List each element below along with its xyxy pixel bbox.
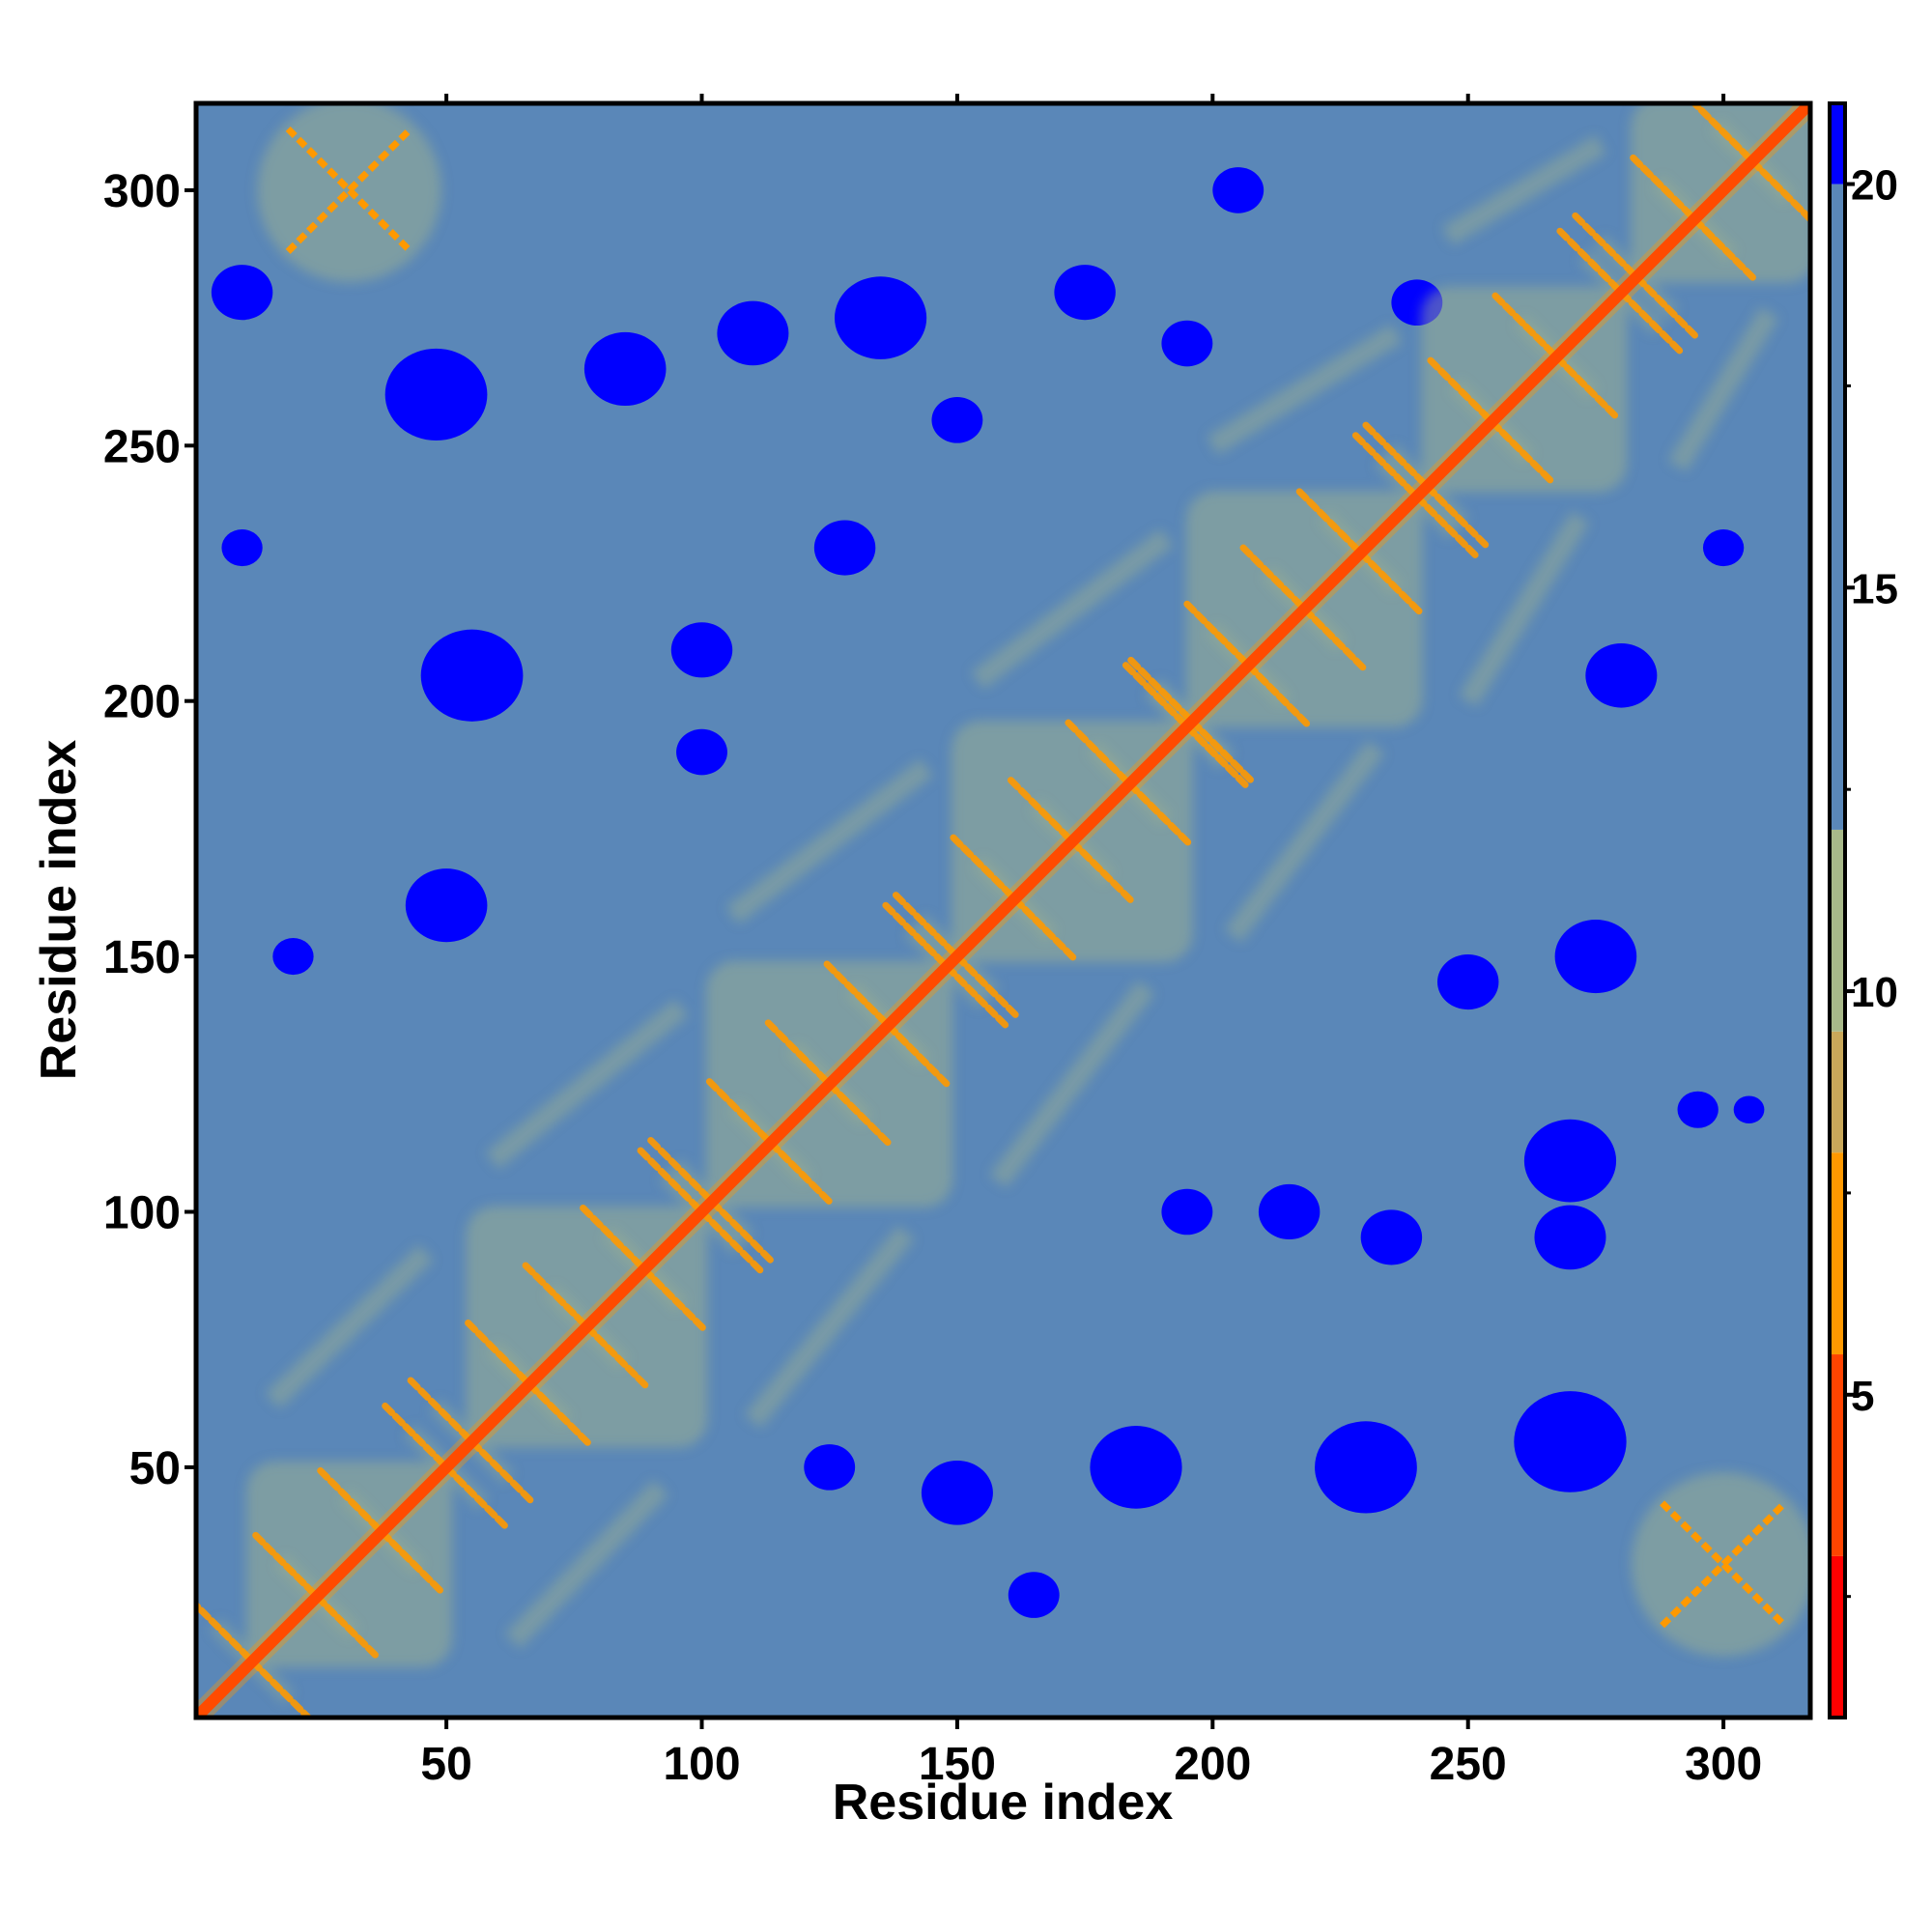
x-tick-label: 300	[1685, 1739, 1762, 1790]
far-region-blob	[1360, 1209, 1423, 1265]
far-region-blob	[1161, 1188, 1213, 1236]
far-region-blob	[1161, 320, 1213, 367]
x-tick-label: 150	[919, 1739, 996, 1790]
inter-helix-band	[744, 1225, 915, 1429]
far-region-blob	[420, 629, 524, 722]
x-tick-label: 100	[663, 1739, 740, 1790]
far-contact-regions	[211, 167, 1765, 1618]
far-region-blob	[1523, 1119, 1617, 1203]
main-diagonal-halo	[196, 103, 1810, 1718]
heatmap-area	[196, 103, 1810, 1718]
far-region-blob	[1534, 1205, 1606, 1270]
far-region-blob	[1008, 1572, 1060, 1618]
corner-contact-halo	[257, 103, 441, 283]
far-region-blob	[813, 520, 876, 576]
colorbar-band	[1830, 829, 1845, 1032]
far-region-blob	[1554, 920, 1637, 994]
inter-helix-band	[725, 758, 933, 924]
far-region-blob	[211, 265, 273, 321]
far-region-blob	[804, 1444, 856, 1491]
far-region-blob	[272, 938, 314, 976]
far-region-blob	[1212, 167, 1264, 213]
far-region-blob	[1436, 953, 1499, 1010]
far-region-blob	[384, 348, 488, 441]
colorbar-band	[1830, 184, 1845, 830]
far-region-blob	[1733, 1095, 1765, 1124]
colorbar-band	[1830, 1031, 1845, 1153]
far-region-blob	[583, 331, 667, 407]
x-tick-label: 200	[1174, 1739, 1251, 1790]
y-tick-label: 250	[103, 421, 181, 472]
far-region-blob	[717, 300, 789, 366]
far-region-blob	[1315, 1421, 1417, 1514]
y-axis-ticks: 50 100 150 200 250 300	[103, 166, 196, 1494]
colorbar-band	[1830, 1555, 1845, 1718]
far-region-blob	[1090, 1426, 1182, 1509]
y-tick-label: 50	[129, 1443, 181, 1494]
far-region-blob	[1702, 529, 1745, 567]
far-region-blob	[1054, 265, 1116, 321]
inter-helix-band	[989, 980, 1155, 1188]
y-tick-label: 150	[103, 932, 181, 983]
inter-helix-band	[265, 1244, 434, 1409]
inter-helix-band	[1668, 307, 1779, 472]
far-region-blob	[1677, 1091, 1719, 1128]
x-axis-title: Residue index	[833, 1775, 1174, 1831]
colorbar-band	[1830, 103, 1845, 185]
corner-contact-halo	[1631, 1472, 1810, 1657]
y-tick-label: 300	[103, 166, 181, 217]
far-region-blob	[1514, 1391, 1627, 1492]
colorbar: 5 10 15 20	[1828, 101, 1898, 1719]
plot-frame	[193, 100, 1813, 1720]
far-region-blob	[921, 1461, 993, 1525]
colorbar-frame	[1828, 101, 1847, 1719]
colorbar-band	[1830, 1152, 1845, 1355]
x-tick-label: 50	[420, 1739, 471, 1790]
colorbar-tick-label: 10	[1851, 969, 1898, 1016]
inter-helix-band	[971, 528, 1174, 690]
colorbar-tick-label: 20	[1851, 162, 1898, 210]
y-tick-label: 100	[103, 1187, 181, 1238]
colorbar-tick-label: 5	[1851, 1373, 1874, 1420]
far-region-blob	[676, 728, 727, 776]
inter-helix-band	[1459, 511, 1590, 707]
inter-helix-band	[504, 1480, 669, 1649]
far-region-blob	[1258, 1183, 1321, 1240]
main-diagonal	[196, 103, 1810, 1718]
inter-helix-band	[1207, 324, 1403, 455]
colorbar-band	[1830, 1354, 1845, 1556]
x-tick-label: 250	[1430, 1739, 1507, 1790]
y-tick-label: 200	[103, 677, 181, 728]
far-region-blob	[931, 397, 983, 443]
inter-helix-band	[485, 999, 689, 1170]
far-region-blob	[670, 622, 733, 678]
inter-helix-band	[1441, 134, 1606, 245]
far-region-blob	[1585, 642, 1658, 708]
far-region-blob	[834, 276, 927, 359]
colorbar-tick-label: 15	[1851, 565, 1898, 612]
far-region-blob	[221, 529, 263, 567]
x-axis-ticks: 50 100 150 200 250 300	[420, 94, 1762, 1790]
inter-helix-band	[1224, 740, 1385, 943]
far-region-blob	[405, 868, 488, 943]
y-axis-title: Residue index	[31, 740, 87, 1081]
